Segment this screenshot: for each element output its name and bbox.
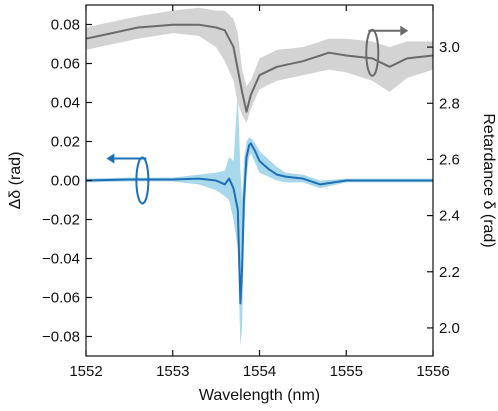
x-tick-label: 1556 xyxy=(416,363,449,380)
left-y-tick-label: 0.00 xyxy=(51,173,80,190)
left-y-axis-title: Δδ (rad) xyxy=(7,152,24,210)
left-y-tick-label: −0.02 xyxy=(42,212,80,229)
right-y-axis-title: Retardance δ (rad) xyxy=(480,113,497,247)
series-left-band xyxy=(86,92,433,347)
right-y-tick-label: 2.6 xyxy=(439,151,460,168)
x-tick-label: 1555 xyxy=(330,363,363,380)
left-y-tick-label: 0.08 xyxy=(51,17,80,34)
right-y-tick-label: 2.4 xyxy=(439,208,460,225)
right-y-tick-label: 2.2 xyxy=(439,264,460,281)
left-y-tick-label: 0.04 xyxy=(51,95,80,112)
left-y-tick-label: 0.06 xyxy=(51,56,80,73)
left-y-tick-label: −0.06 xyxy=(42,290,80,307)
series-right-line xyxy=(85,23,434,113)
x-tick-label: 1554 xyxy=(243,363,276,380)
marker-arrow-head xyxy=(106,153,115,164)
series-lines xyxy=(85,23,434,305)
x-tick-label: 1553 xyxy=(156,363,189,380)
uncertainty-bands xyxy=(86,7,433,347)
left-y-tick-label: −0.08 xyxy=(42,329,80,346)
series-left-line xyxy=(85,142,433,305)
series-right-band xyxy=(86,7,433,123)
right-y-tick-label: 3.0 xyxy=(439,39,460,56)
right-y-tick-label: 2.0 xyxy=(439,320,460,337)
right-y-tick-label: 2.8 xyxy=(439,95,460,112)
left-y-tick-label: −0.04 xyxy=(42,251,80,268)
left-y-tick-label: 0.02 xyxy=(51,134,80,151)
series-axis-markers xyxy=(106,25,409,205)
axis-marker-left xyxy=(106,153,150,205)
marker-arrow-head xyxy=(400,25,409,36)
axis-marker-right xyxy=(365,25,409,77)
x-axis-title: Wavelength (nm) xyxy=(199,387,320,404)
x-tick-label: 1552 xyxy=(69,363,102,380)
axis-ticks: 1552 1553 1554 1555 1556 0.08 0.06 0.04 0.02 0.00… xyxy=(42,5,460,380)
